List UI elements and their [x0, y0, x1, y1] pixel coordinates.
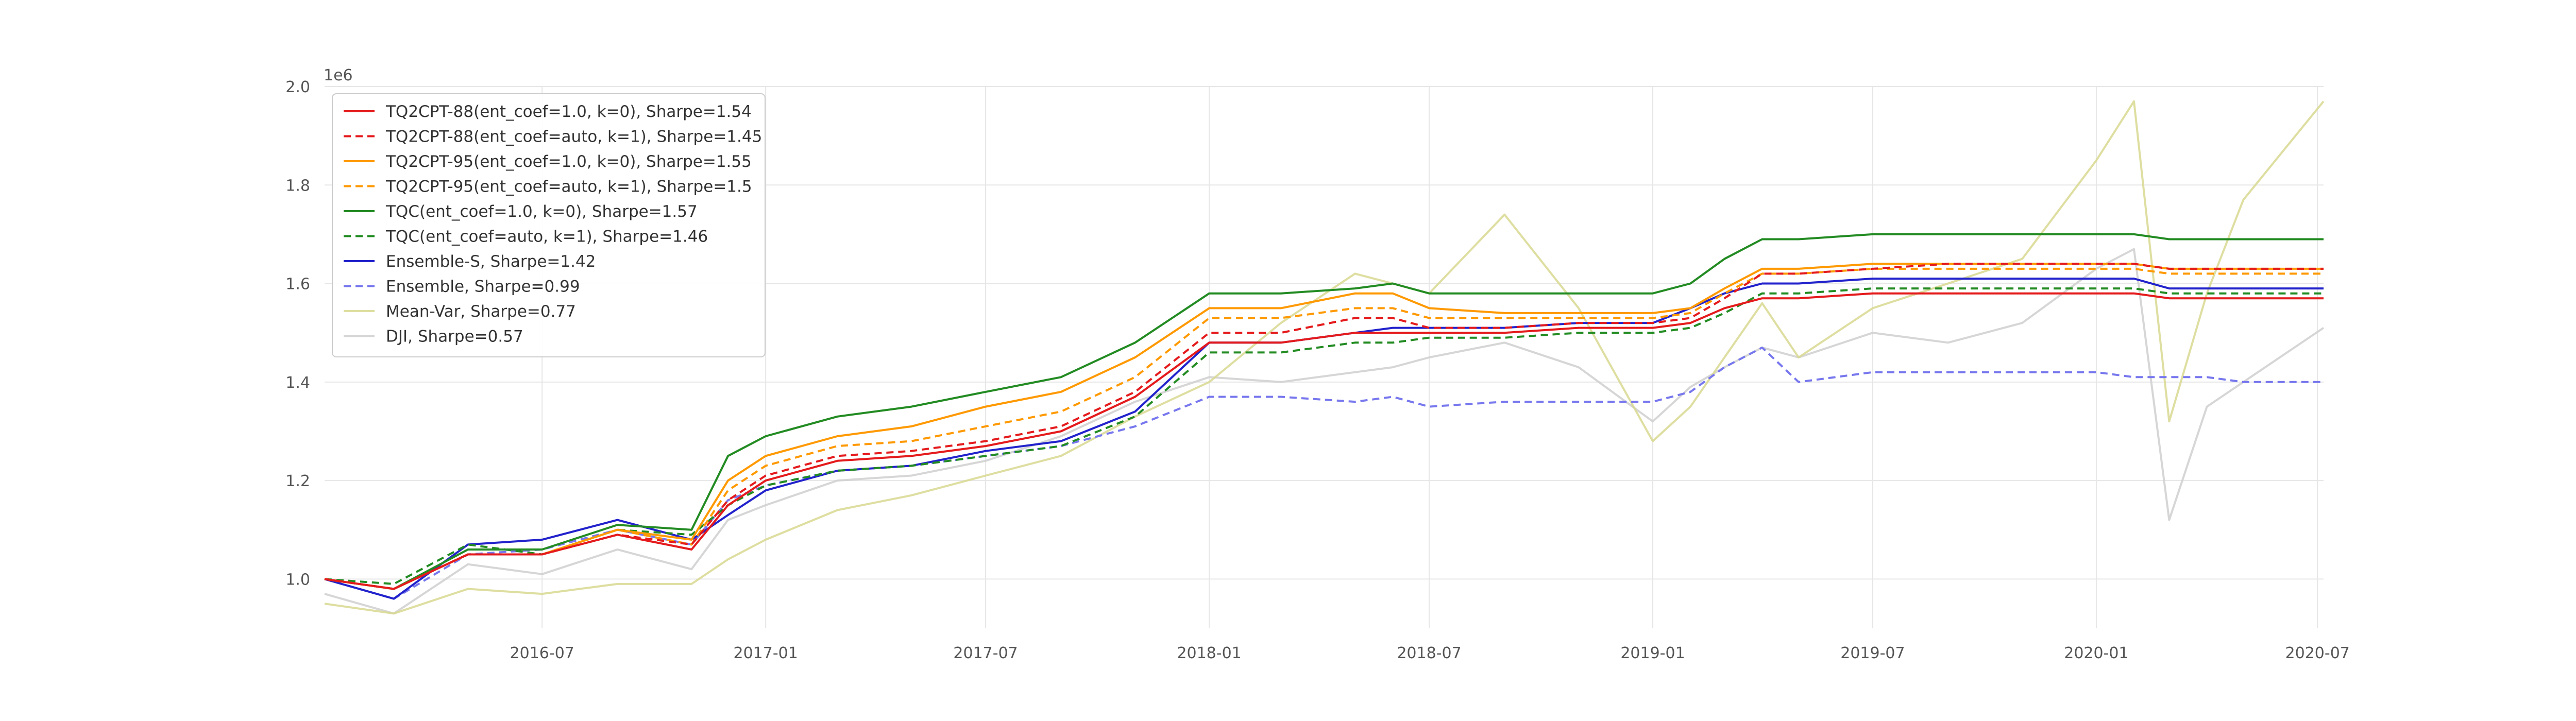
series-line-3 [324, 267, 2324, 590]
x-tick-label: 2020-07 [2285, 644, 2350, 662]
x-tick-label: 2019-01 [1620, 644, 1685, 662]
series-lines [324, 100, 2325, 615]
x-tick-label: 2018-07 [1397, 644, 1461, 662]
axis-labels: 1e6 1.0 1.2 1.4 1.6 1.8 2.0 2016-07 2017-01 2017… [285, 66, 2350, 662]
y-offset-text: 1e6 [324, 66, 353, 84]
legend: TQ2CPT-88(ent_coef=1.0, k=0), Sharpe=1.5… [332, 93, 766, 357]
legend-label: TQ2CPT-88(ent_coef=auto, k=1), Sharpe=1.… [385, 128, 762, 146]
series-line-2 [324, 263, 2324, 590]
legend-label: TQ2CPT-88(ent_coef=1.0, k=0), Sharpe=1.5… [385, 102, 752, 121]
legend-label: DJI, Sharpe=0.57 [386, 328, 523, 346]
grid-lines [325, 86, 2324, 628]
series-line-9 [324, 248, 2325, 615]
x-tick-label: 2016-07 [510, 644, 574, 662]
legend-label: TQC(ent_coef=auto, k=1), Sharpe=1.46 [385, 228, 708, 246]
series-line-4 [324, 233, 2324, 590]
y-tick-label: 1.4 [285, 374, 310, 392]
legend-label: TQC(ent_coef=1.0, k=0), Sharpe=1.57 [385, 202, 698, 221]
x-tick-label: 2020-01 [2064, 644, 2128, 662]
legend-label: TQ2CPT-95(ent_coef=1.0, k=0), Sharpe=1.5… [385, 152, 752, 171]
legend-box [332, 93, 766, 357]
legend-label: Ensemble, Sharpe=0.99 [386, 278, 580, 296]
series-line-7 [324, 346, 2324, 600]
y-tick-label: 1.0 [285, 571, 310, 589]
series-line-5 [324, 287, 2324, 585]
legend-label: Ensemble-S, Sharpe=1.42 [386, 252, 596, 271]
x-tick-label: 2017-07 [953, 644, 1018, 662]
y-tick-label: 1.6 [285, 276, 310, 294]
y-tick-label: 2.0 [285, 78, 310, 96]
x-tick-label: 2019-07 [1840, 644, 1905, 662]
legend-label: TQ2CPT-95(ent_coef=auto, k=1), Sharpe=1.… [385, 178, 752, 196]
x-tick-label: 2018-01 [1177, 644, 1241, 662]
x-tick-label: 2017-01 [734, 644, 798, 662]
series-line-0 [324, 292, 2324, 590]
y-tick-label: 1.2 [285, 472, 310, 490]
series-line-1 [324, 263, 2324, 590]
y-tick-label: 1.8 [285, 177, 310, 195]
legend-label: Mean-Var, Sharpe=0.77 [386, 302, 576, 321]
